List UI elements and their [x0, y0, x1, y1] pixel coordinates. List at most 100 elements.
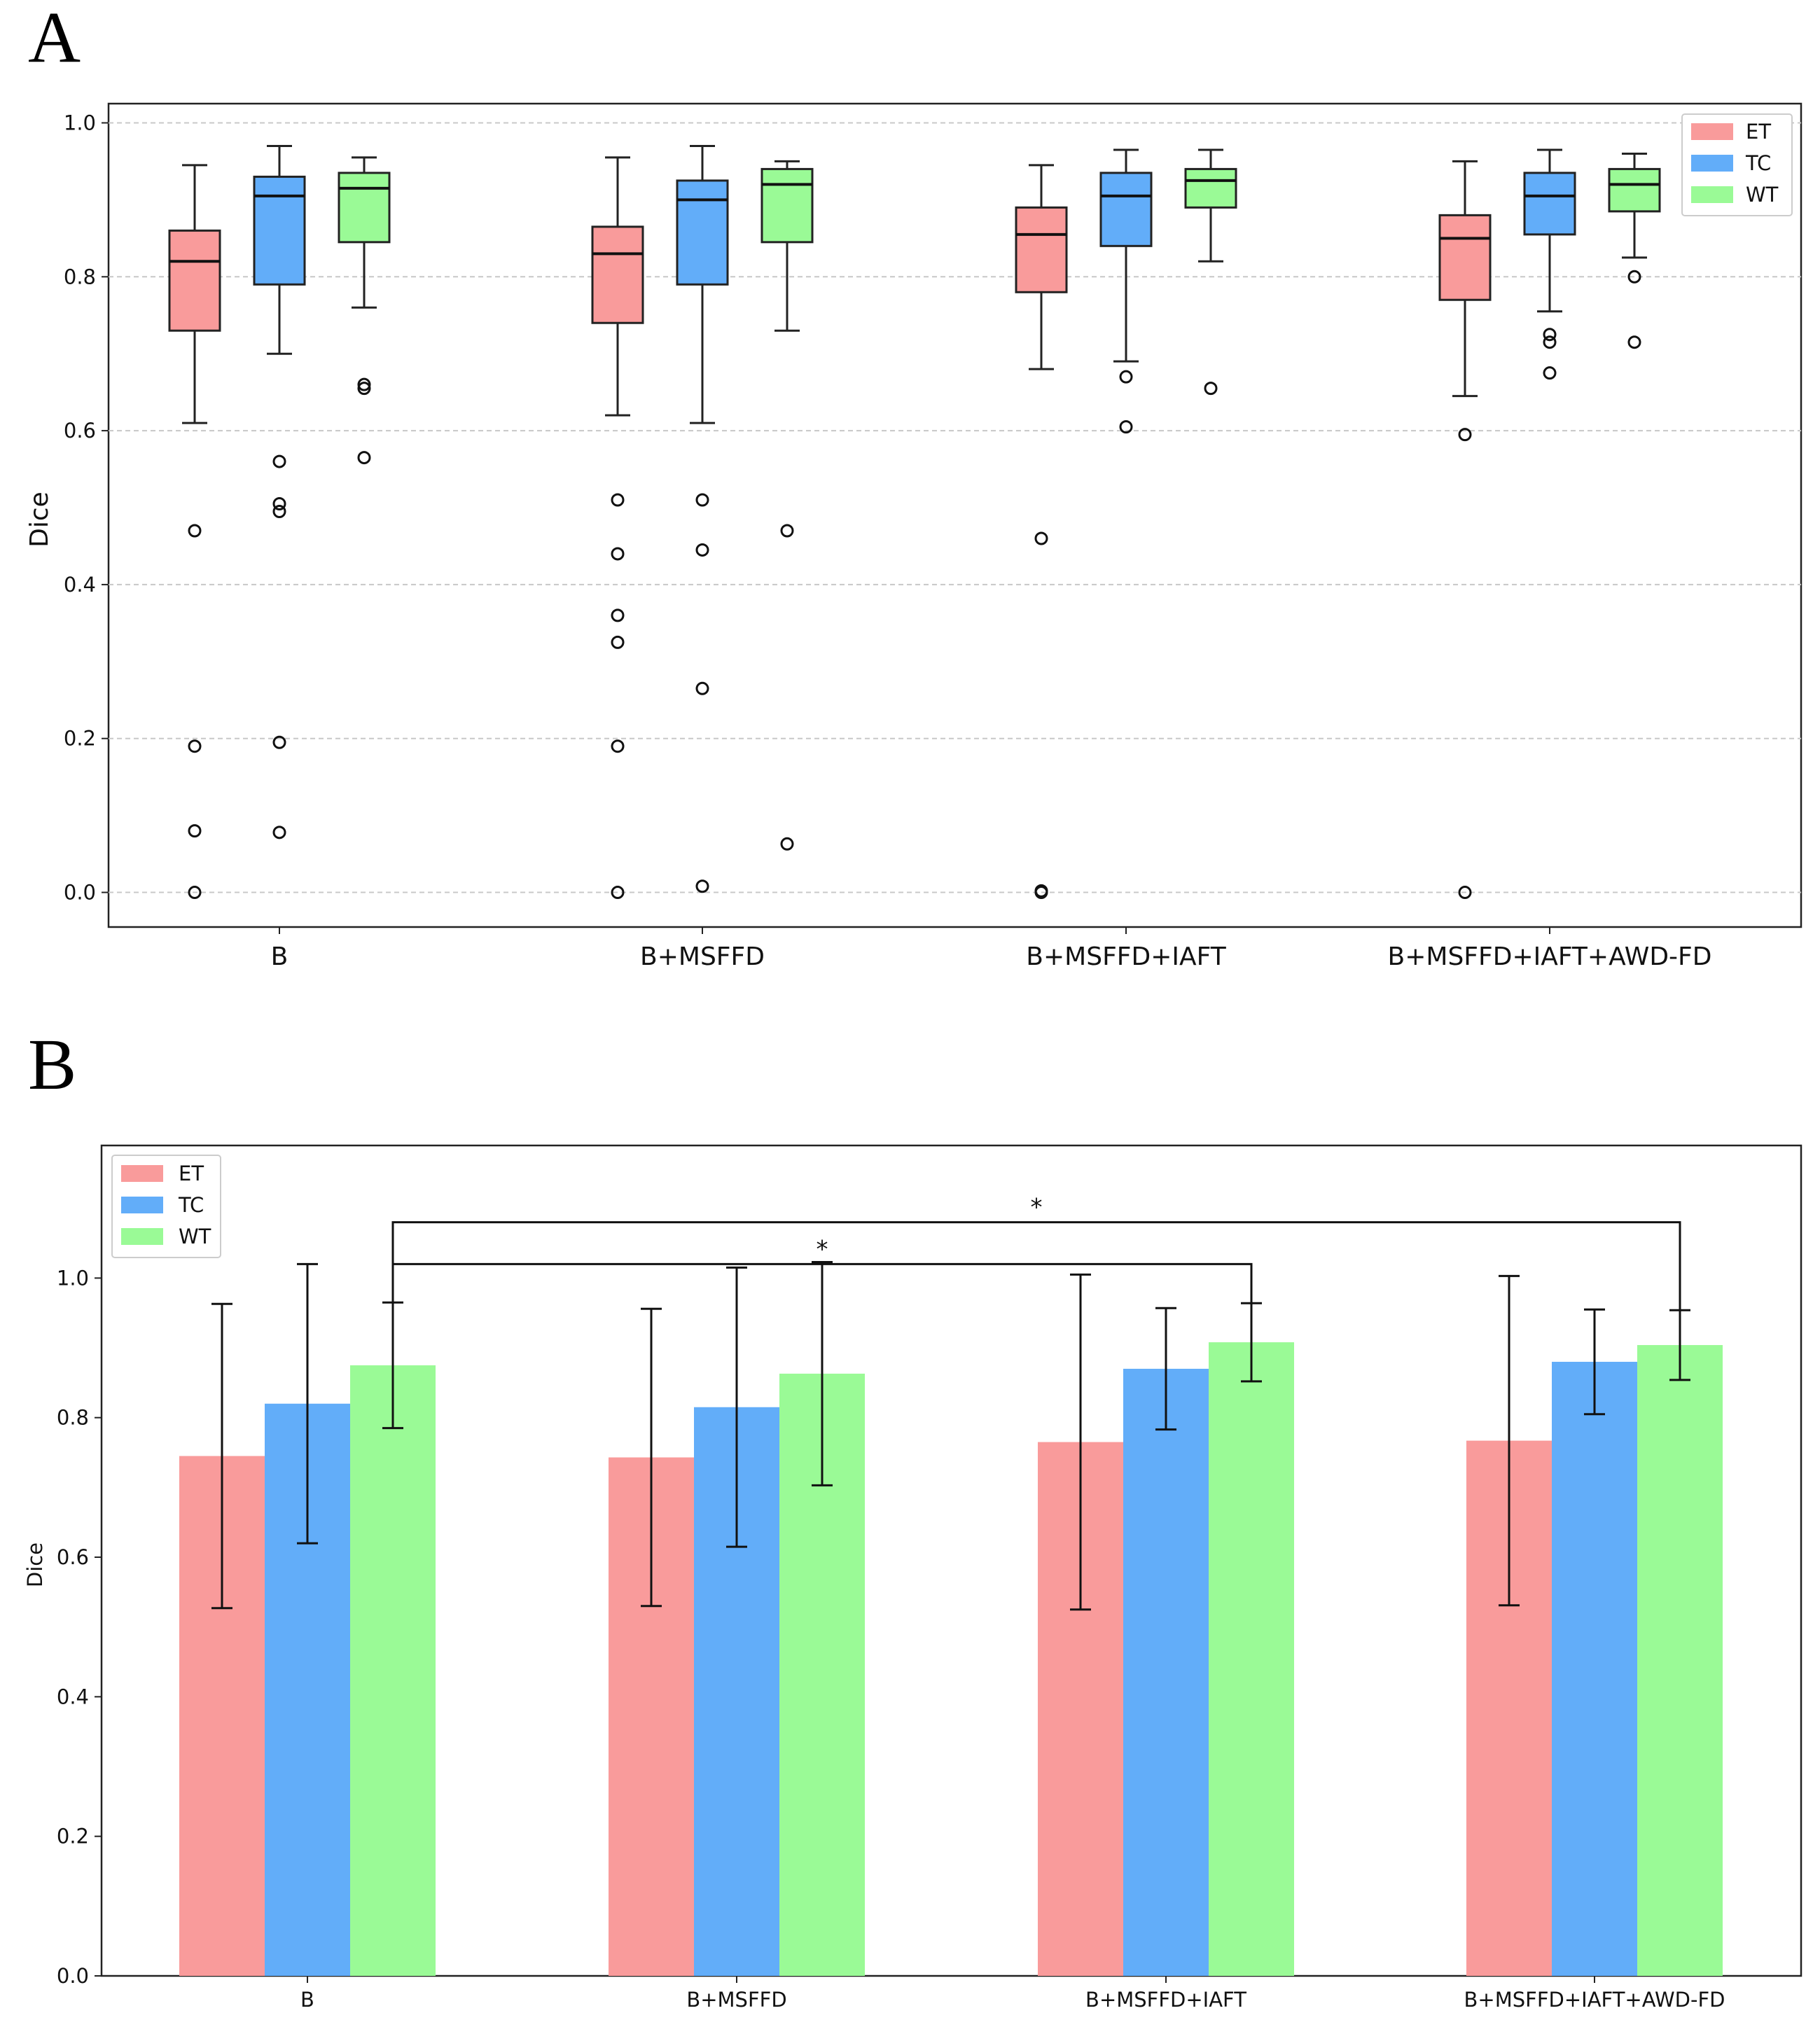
panel-b-letter: B [28, 1024, 76, 1105]
legend-label-wt: WT [1746, 183, 1779, 207]
outlier-point [1119, 370, 1133, 384]
error-bar-b-msffd-tc [726, 1266, 747, 1548]
y-tick-label: 0.6 [64, 419, 96, 443]
panel-b-error-bars [211, 1260, 1690, 1611]
outlier-point [188, 524, 202, 538]
panel-b-significance: ** [391, 1194, 1681, 1311]
outlier-point [1543, 335, 1557, 349]
box-body [676, 179, 729, 286]
panel-a-x-labels: B B+MSFFD B+MSFFD+IAFT B+MSFFD+IAFT+AWD-FD [271, 927, 1712, 971]
outlier-point [695, 543, 709, 557]
box-b-wt [338, 156, 391, 465]
y-tick-label: 0.4 [64, 573, 96, 597]
panel-b-bars [179, 1342, 1723, 1976]
box-body [760, 167, 814, 244]
x-label-b-msffd: B+MSFFD [640, 942, 765, 971]
error-bar-b-msffd-iaft-awd-fd-et [1499, 1274, 1520, 1607]
y-tick-label: 0.0 [64, 881, 96, 905]
outlier-point [611, 608, 625, 622]
outlier-point [272, 497, 286, 511]
outlier-point [780, 524, 794, 538]
x-label-b: B [271, 942, 289, 971]
x-label-b-msffd: B+MSFFD [686, 1988, 786, 2012]
y-tick-label: 0.6 [57, 1545, 89, 1569]
x-label-b-msffd-iaft-awd-fd: B+MSFFD+IAFT+AWD-FD [1464, 1988, 1725, 2012]
legend-swatch-et [121, 1165, 163, 1182]
outlier-point [1204, 382, 1218, 396]
panel-b-x-labels: B B+MSFFD B+MSFFD+IAFT B+MSFFD+IAFT+AWD-FD [300, 1976, 1725, 2012]
bar-b-msffd-iaft-awd-fd-tc [1552, 1361, 1637, 1976]
box-b-msffd-iaft-awd-fd-et [1438, 160, 1492, 900]
legend-swatch-et [1691, 123, 1733, 140]
legend-swatch-wt [1691, 186, 1733, 203]
outlier-point [357, 451, 371, 465]
legend-swatch-tc [121, 1197, 163, 1213]
x-label-b-msffd-iaft: B+MSFFD+IAFT [1085, 1988, 1246, 2012]
panel-a-y-axis-title: Dice [25, 492, 54, 548]
error-bar-b-msffd-et [641, 1307, 662, 1608]
significance-star: * [1031, 1194, 1043, 1222]
outlier-point [1543, 366, 1557, 380]
outlier-point [1627, 335, 1641, 349]
y-tick-label: 0.2 [64, 727, 96, 751]
outlier-point [695, 493, 709, 507]
legend-label-tc: TC [1745, 151, 1771, 175]
outlier-point [188, 886, 202, 900]
outlier-point [611, 547, 625, 561]
box-b-msffd-et [591, 156, 644, 900]
box-b-et [168, 164, 221, 900]
outlier-point [611, 886, 625, 900]
bar-b-msffd-iaft-tc [1123, 1368, 1209, 1976]
box-body [338, 172, 391, 244]
legend-label-tc: TC [178, 1193, 204, 1217]
error-bar-b-msffd-iaft-awd-fd-tc [1584, 1308, 1605, 1416]
box-body [1438, 214, 1492, 301]
outlier-point [1034, 531, 1048, 545]
panel-a-plot-area [107, 102, 1802, 928]
outlier-point [611, 493, 625, 507]
y-tick-label: 0.8 [64, 265, 96, 288]
panel-a-gridlines [109, 122, 1801, 893]
outlier-point [272, 735, 286, 749]
x-label-b-msffd-iaft: B+MSFFD+IAFT [1026, 942, 1226, 971]
y-tick-label: 0.8 [57, 1406, 89, 1430]
panel-b: B 0.00.20.40.60.81.0 ** B B+MSFFD B+MSFFD+… [23, 1024, 1802, 2012]
box-b-msffd-iaft-awd-fd-tc [1523, 148, 1576, 380]
y-tick-label: 1.0 [64, 111, 96, 134]
panel-a: A 0.0 0.2 0.4 0.6 0.8 1.0 B B+MSFFD B+MSFFD+IAF… [25, 0, 1802, 971]
error-bar-b-tc [297, 1262, 318, 1545]
legend-label-et: ET [179, 1162, 204, 1185]
outlier-point [695, 879, 709, 893]
significance-bracket: * [391, 1194, 1681, 1311]
box-body [1099, 172, 1153, 247]
panel-a-letter: A [28, 0, 81, 78]
panel-b-legend: ET TC WT [111, 1155, 221, 1258]
outlier-point [188, 824, 202, 838]
outlier-point [1458, 886, 1472, 900]
x-label-b: B [300, 1988, 314, 2012]
box-body [253, 175, 306, 286]
box-body [168, 229, 221, 332]
panel-b-y-axis-title: Dice [23, 1542, 47, 1587]
outlier-point [1119, 420, 1133, 434]
y-tick-label: 0.0 [57, 1964, 89, 1988]
panel-a-boxes [168, 144, 1661, 900]
box-b-msffd-iaft-tc [1099, 148, 1153, 434]
outlier-point [1543, 328, 1557, 342]
legend-swatch-tc [1691, 155, 1733, 172]
error-bar-b-msffd-iaft-tc [1155, 1307, 1176, 1431]
outlier-point [272, 505, 286, 519]
box-body [1015, 206, 1068, 293]
bar-b-msffd-iaft-wt [1209, 1342, 1294, 1976]
outlier-point [272, 826, 286, 840]
y-tick-label: 1.0 [57, 1266, 89, 1290]
outlier-point [1458, 428, 1472, 442]
legend-label-wt: WT [179, 1225, 211, 1248]
outlier-point [357, 377, 371, 391]
box-body [591, 225, 644, 324]
box-body [1523, 172, 1576, 236]
box-b-msffd-iaft-wt [1184, 148, 1237, 396]
box-b-msffd-iaft-awd-fd-wt [1608, 152, 1661, 349]
x-label-b-msffd-iaft-awd-fd: B+MSFFD+IAFT+AWD-FD [1388, 942, 1712, 971]
